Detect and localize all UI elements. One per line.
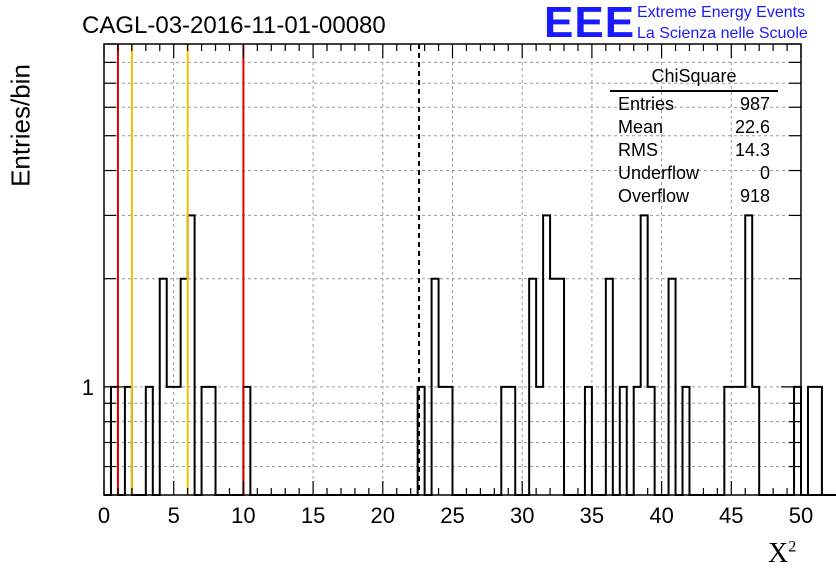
x-tick-label: 15	[301, 503, 325, 528]
y-axis-label: Entries/bin	[5, 64, 36, 187]
histogram-bin	[745, 215, 752, 495]
x-tick-label: 45	[719, 503, 743, 528]
x-tick-label: 50	[789, 503, 813, 528]
chart-title: CAGL-03-2016-11-01-00080	[82, 12, 386, 39]
x-tick-label: 25	[440, 503, 464, 528]
x-tick-label: 35	[580, 503, 604, 528]
histogram-outline	[104, 214, 836, 496]
stats-row-entries: Entries 987	[618, 94, 770, 114]
stats-row-underflow: Underflow 0	[618, 163, 770, 183]
stats-row-mean: Mean 22.6	[618, 117, 770, 137]
x-tick-label: 0	[98, 503, 110, 528]
logo-line-2: La Scienza nelle Scuole	[637, 25, 808, 42]
histogram-bin	[543, 215, 550, 495]
stats-title: ChiSquare	[610, 66, 778, 92]
histogram-bin	[188, 215, 195, 495]
y-tick-label: 1	[82, 375, 94, 400]
histogram-bin	[815, 387, 822, 495]
x-tick-label: 20	[371, 503, 395, 528]
stats-box: ChiSquare Entries 987 Mean 22.6 RMS 14.3 Un…	[610, 66, 778, 208]
stats-row-overflow: Overflow 918	[618, 186, 770, 206]
x-axis-label: X2	[768, 538, 797, 569]
x-tick-label: 40	[649, 503, 673, 528]
logo-line-1: Extreme Energy Events	[637, 4, 806, 21]
histogram-bin	[641, 215, 648, 495]
histogram-bin	[808, 387, 815, 495]
x-tick-label: 5	[168, 503, 180, 528]
x-tick-label: 10	[231, 503, 255, 528]
x-tick-label: 30	[510, 503, 534, 528]
eee-logo: EEE	[544, 0, 636, 47]
stats-row-rms: RMS 14.3	[618, 140, 770, 160]
